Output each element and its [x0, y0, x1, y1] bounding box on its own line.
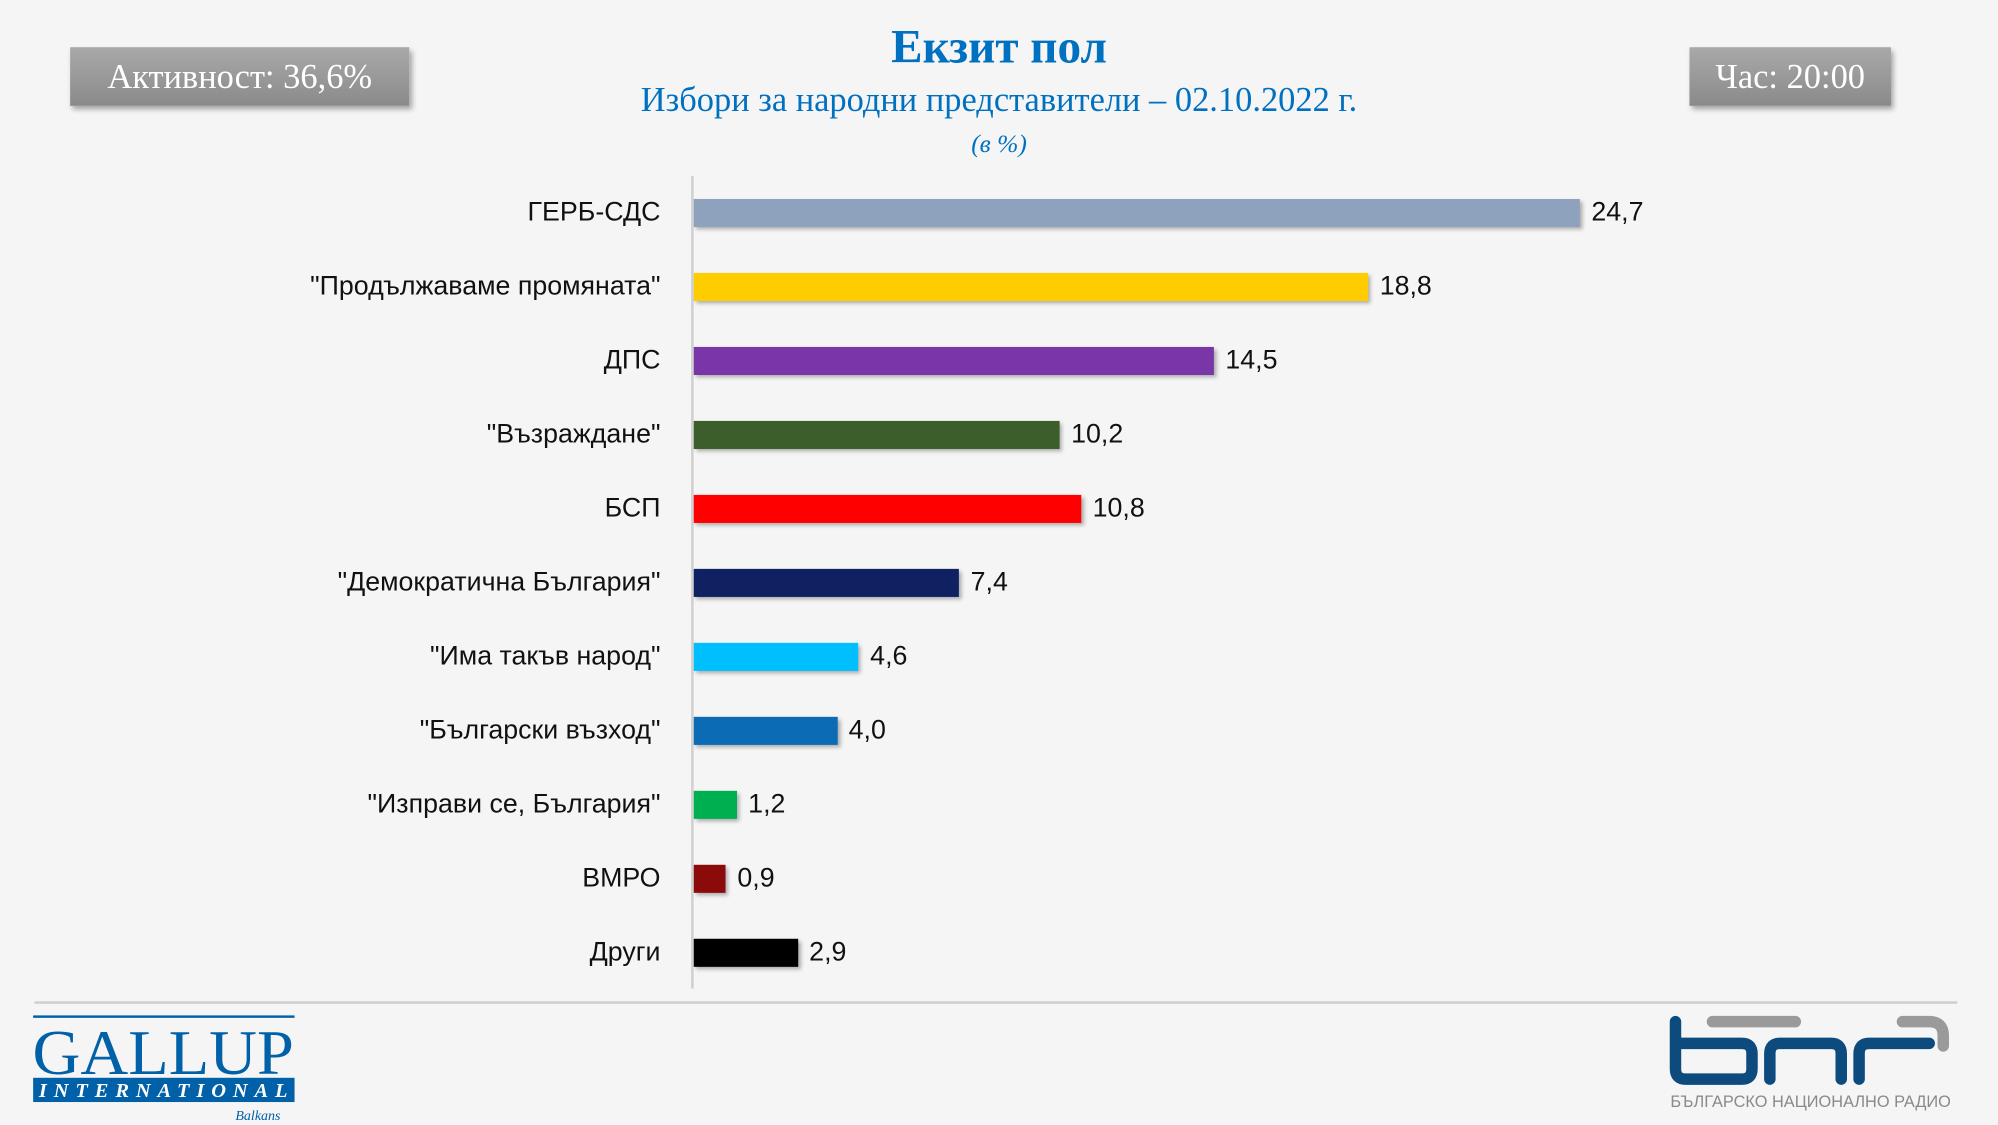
svg-text:Balkans: Balkans — [235, 1109, 281, 1123]
bar — [693, 198, 1580, 228]
unit-label: (в %) — [971, 130, 1027, 159]
category-axis-line — [691, 176, 694, 989]
value-label: 7,4 — [970, 567, 1008, 597]
value-label: 10,2 — [1071, 419, 1124, 449]
bar — [693, 568, 960, 597]
value-label: 0,9 — [737, 863, 775, 893]
bar — [693, 716, 838, 745]
page-subtitle: Избори за народни представители – 02.10.… — [640, 80, 1358, 119]
bar — [693, 864, 726, 893]
category-label: Други — [589, 937, 661, 967]
turnout-badge: Активност: 36,6% — [70, 47, 410, 106]
bar — [693, 420, 1060, 449]
category-label: ГЕРБ-СДС — [527, 197, 661, 228]
value-label: 4,6 — [870, 641, 908, 671]
bar — [693, 272, 1369, 302]
category-label: "Български възход" — [419, 715, 661, 745]
time-badge: Час: 20:00 — [1689, 47, 1891, 106]
category-label: "Възраждане" — [486, 419, 661, 449]
bnr-logo: БЪЛГАРСКО НАЦИОНАЛНО РАДИО — [1669, 1015, 1951, 1111]
bar — [693, 642, 859, 671]
bar — [693, 346, 1214, 375]
bar — [693, 938, 798, 967]
value-label: 4,0 — [848, 715, 886, 745]
svg-text:INTERNATIONAL: INTERNATIONAL — [38, 1080, 288, 1102]
category-label: "Има такъв народ" — [430, 641, 661, 671]
category-label: "Демократична България" — [337, 567, 661, 597]
bar — [693, 790, 737, 819]
value-label: 1,2 — [748, 789, 786, 819]
gallup-international-logo: GALLUP INTERNATIONAL Balkans — [33, 1015, 295, 1123]
value-label: 14,5 — [1225, 345, 1278, 375]
svg-text:GALLUP: GALLUP — [33, 1017, 294, 1088]
svg-text:БЪЛГАРСКО НАЦИОНАЛНО РАДИО: БЪЛГАРСКО НАЦИОНАЛНО РАДИО — [1670, 1092, 1951, 1111]
category-label: ВМРО — [582, 863, 661, 893]
value-label: 18,8 — [1379, 271, 1432, 302]
category-label: "Изправи се, България" — [367, 789, 661, 819]
category-label: ДПС — [603, 345, 661, 375]
value-label: 24,7 — [1591, 197, 1644, 228]
value-label: 10,8 — [1092, 493, 1145, 523]
category-label: "Продължаваме промяната" — [310, 271, 661, 302]
footer-divider — [34, 1001, 1958, 1004]
bar — [693, 494, 1082, 523]
category-label: БСП — [604, 493, 661, 523]
value-label: 2,9 — [809, 937, 847, 967]
page-title: Екзит пол — [891, 21, 1107, 74]
